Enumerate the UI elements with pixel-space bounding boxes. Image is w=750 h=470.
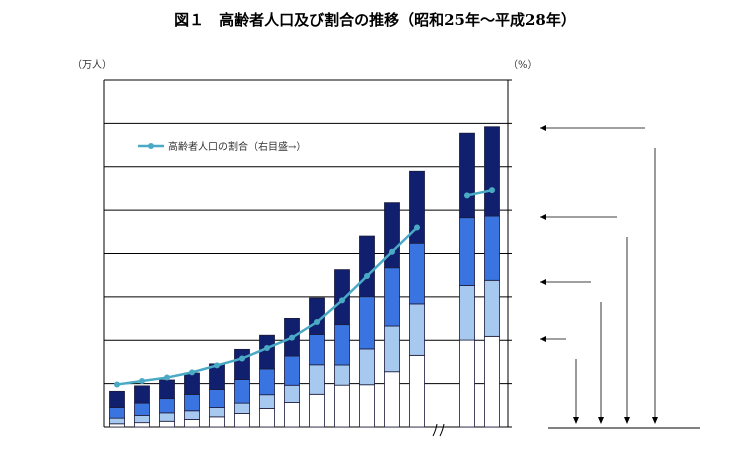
bar-segment xyxy=(359,296,375,350)
bar-segment xyxy=(459,285,475,341)
bar-segment xyxy=(184,394,200,412)
bar-segment xyxy=(459,132,475,219)
ratio-point xyxy=(189,369,195,376)
bar-segment xyxy=(209,407,225,418)
bar-segment xyxy=(234,402,250,414)
bar-segment xyxy=(159,412,175,422)
y-left-unit: （万人） xyxy=(72,59,112,71)
legend: 高齢者人口の割合（右目盛→） xyxy=(138,140,306,153)
ratio-point xyxy=(139,378,145,385)
ratio-point xyxy=(464,192,470,199)
arrowhead xyxy=(540,279,546,285)
arrowhead xyxy=(598,417,604,424)
bar-segment xyxy=(184,410,200,420)
y-right-unit: （%） xyxy=(508,59,538,71)
bar-segment xyxy=(484,279,500,337)
bar-segment xyxy=(109,407,125,419)
bar-segment xyxy=(209,389,225,408)
bar-segment xyxy=(159,420,175,428)
ratio-point xyxy=(164,374,170,381)
bar-segment xyxy=(334,364,350,386)
bar-segment xyxy=(159,379,175,400)
ratio-point xyxy=(239,355,245,362)
bar-segment xyxy=(384,202,400,269)
bar-segment xyxy=(359,235,375,298)
bar-segment xyxy=(234,413,250,428)
bar-segment xyxy=(409,170,425,244)
bar-segment xyxy=(209,416,225,428)
chart-title: 図１ 高齢者人口及び割合の推移（昭和25年～平成28年） xyxy=(174,11,576,29)
bar-segment xyxy=(459,217,475,286)
ratio-point xyxy=(114,381,120,388)
bar-segment xyxy=(109,390,125,408)
legend-label: 高齢者人口の割合（右目盛→） xyxy=(168,140,306,153)
bar-segment xyxy=(184,419,200,428)
bar-segment xyxy=(484,335,500,428)
bar-segment xyxy=(359,384,375,428)
bar-segment xyxy=(134,385,150,404)
ratio-point xyxy=(489,187,495,194)
bar-segment xyxy=(409,354,425,428)
bar-segment xyxy=(334,324,350,366)
bar-segment xyxy=(384,371,400,428)
arrowhead xyxy=(540,214,546,220)
ratio-point xyxy=(389,248,395,255)
bar-segment xyxy=(484,126,500,217)
bar-segment xyxy=(259,408,275,428)
bar-segment xyxy=(159,398,175,414)
bar-segment xyxy=(284,384,300,403)
bar-segment xyxy=(409,242,425,305)
bar-segment xyxy=(334,384,350,428)
bar-segment xyxy=(259,334,275,370)
bar-segment xyxy=(134,414,150,424)
ratio-point xyxy=(289,334,295,341)
bar-segment xyxy=(284,402,300,428)
bar-segment xyxy=(109,423,125,428)
bar-segment xyxy=(334,269,350,326)
bar-segment xyxy=(359,348,375,386)
bar-segment xyxy=(384,325,400,373)
bar-segment xyxy=(234,379,250,404)
bar-segment xyxy=(459,339,475,428)
bar-segment xyxy=(309,364,325,395)
bar-segment xyxy=(409,303,425,356)
ratio-line-segment xyxy=(466,188,493,197)
bar-segment xyxy=(234,348,250,380)
bar-segment xyxy=(484,215,500,281)
ratio-point xyxy=(314,319,320,326)
bar-segment xyxy=(259,394,275,409)
ratio-point xyxy=(214,362,220,369)
bar-segment xyxy=(134,402,150,416)
bar-segment xyxy=(109,417,125,425)
bar-segment xyxy=(259,368,275,396)
arrowhead xyxy=(624,417,630,424)
arrowhead xyxy=(652,417,658,424)
ratio-point xyxy=(414,224,420,231)
ratio-point xyxy=(364,273,370,280)
bar-segment xyxy=(184,372,200,395)
axis-break-mark xyxy=(439,423,445,437)
bar-segment xyxy=(309,334,325,366)
bar-segment xyxy=(309,393,325,428)
bar-segment xyxy=(134,422,150,428)
arrowhead xyxy=(573,417,579,424)
legend-marker xyxy=(148,143,154,149)
ratio-point xyxy=(264,345,270,352)
bar-segment xyxy=(384,267,400,327)
axis-break-mark xyxy=(432,423,438,437)
ratio-point xyxy=(339,297,345,304)
bar-segment xyxy=(284,355,300,386)
arrowhead xyxy=(540,336,546,342)
arrowhead xyxy=(540,125,546,131)
